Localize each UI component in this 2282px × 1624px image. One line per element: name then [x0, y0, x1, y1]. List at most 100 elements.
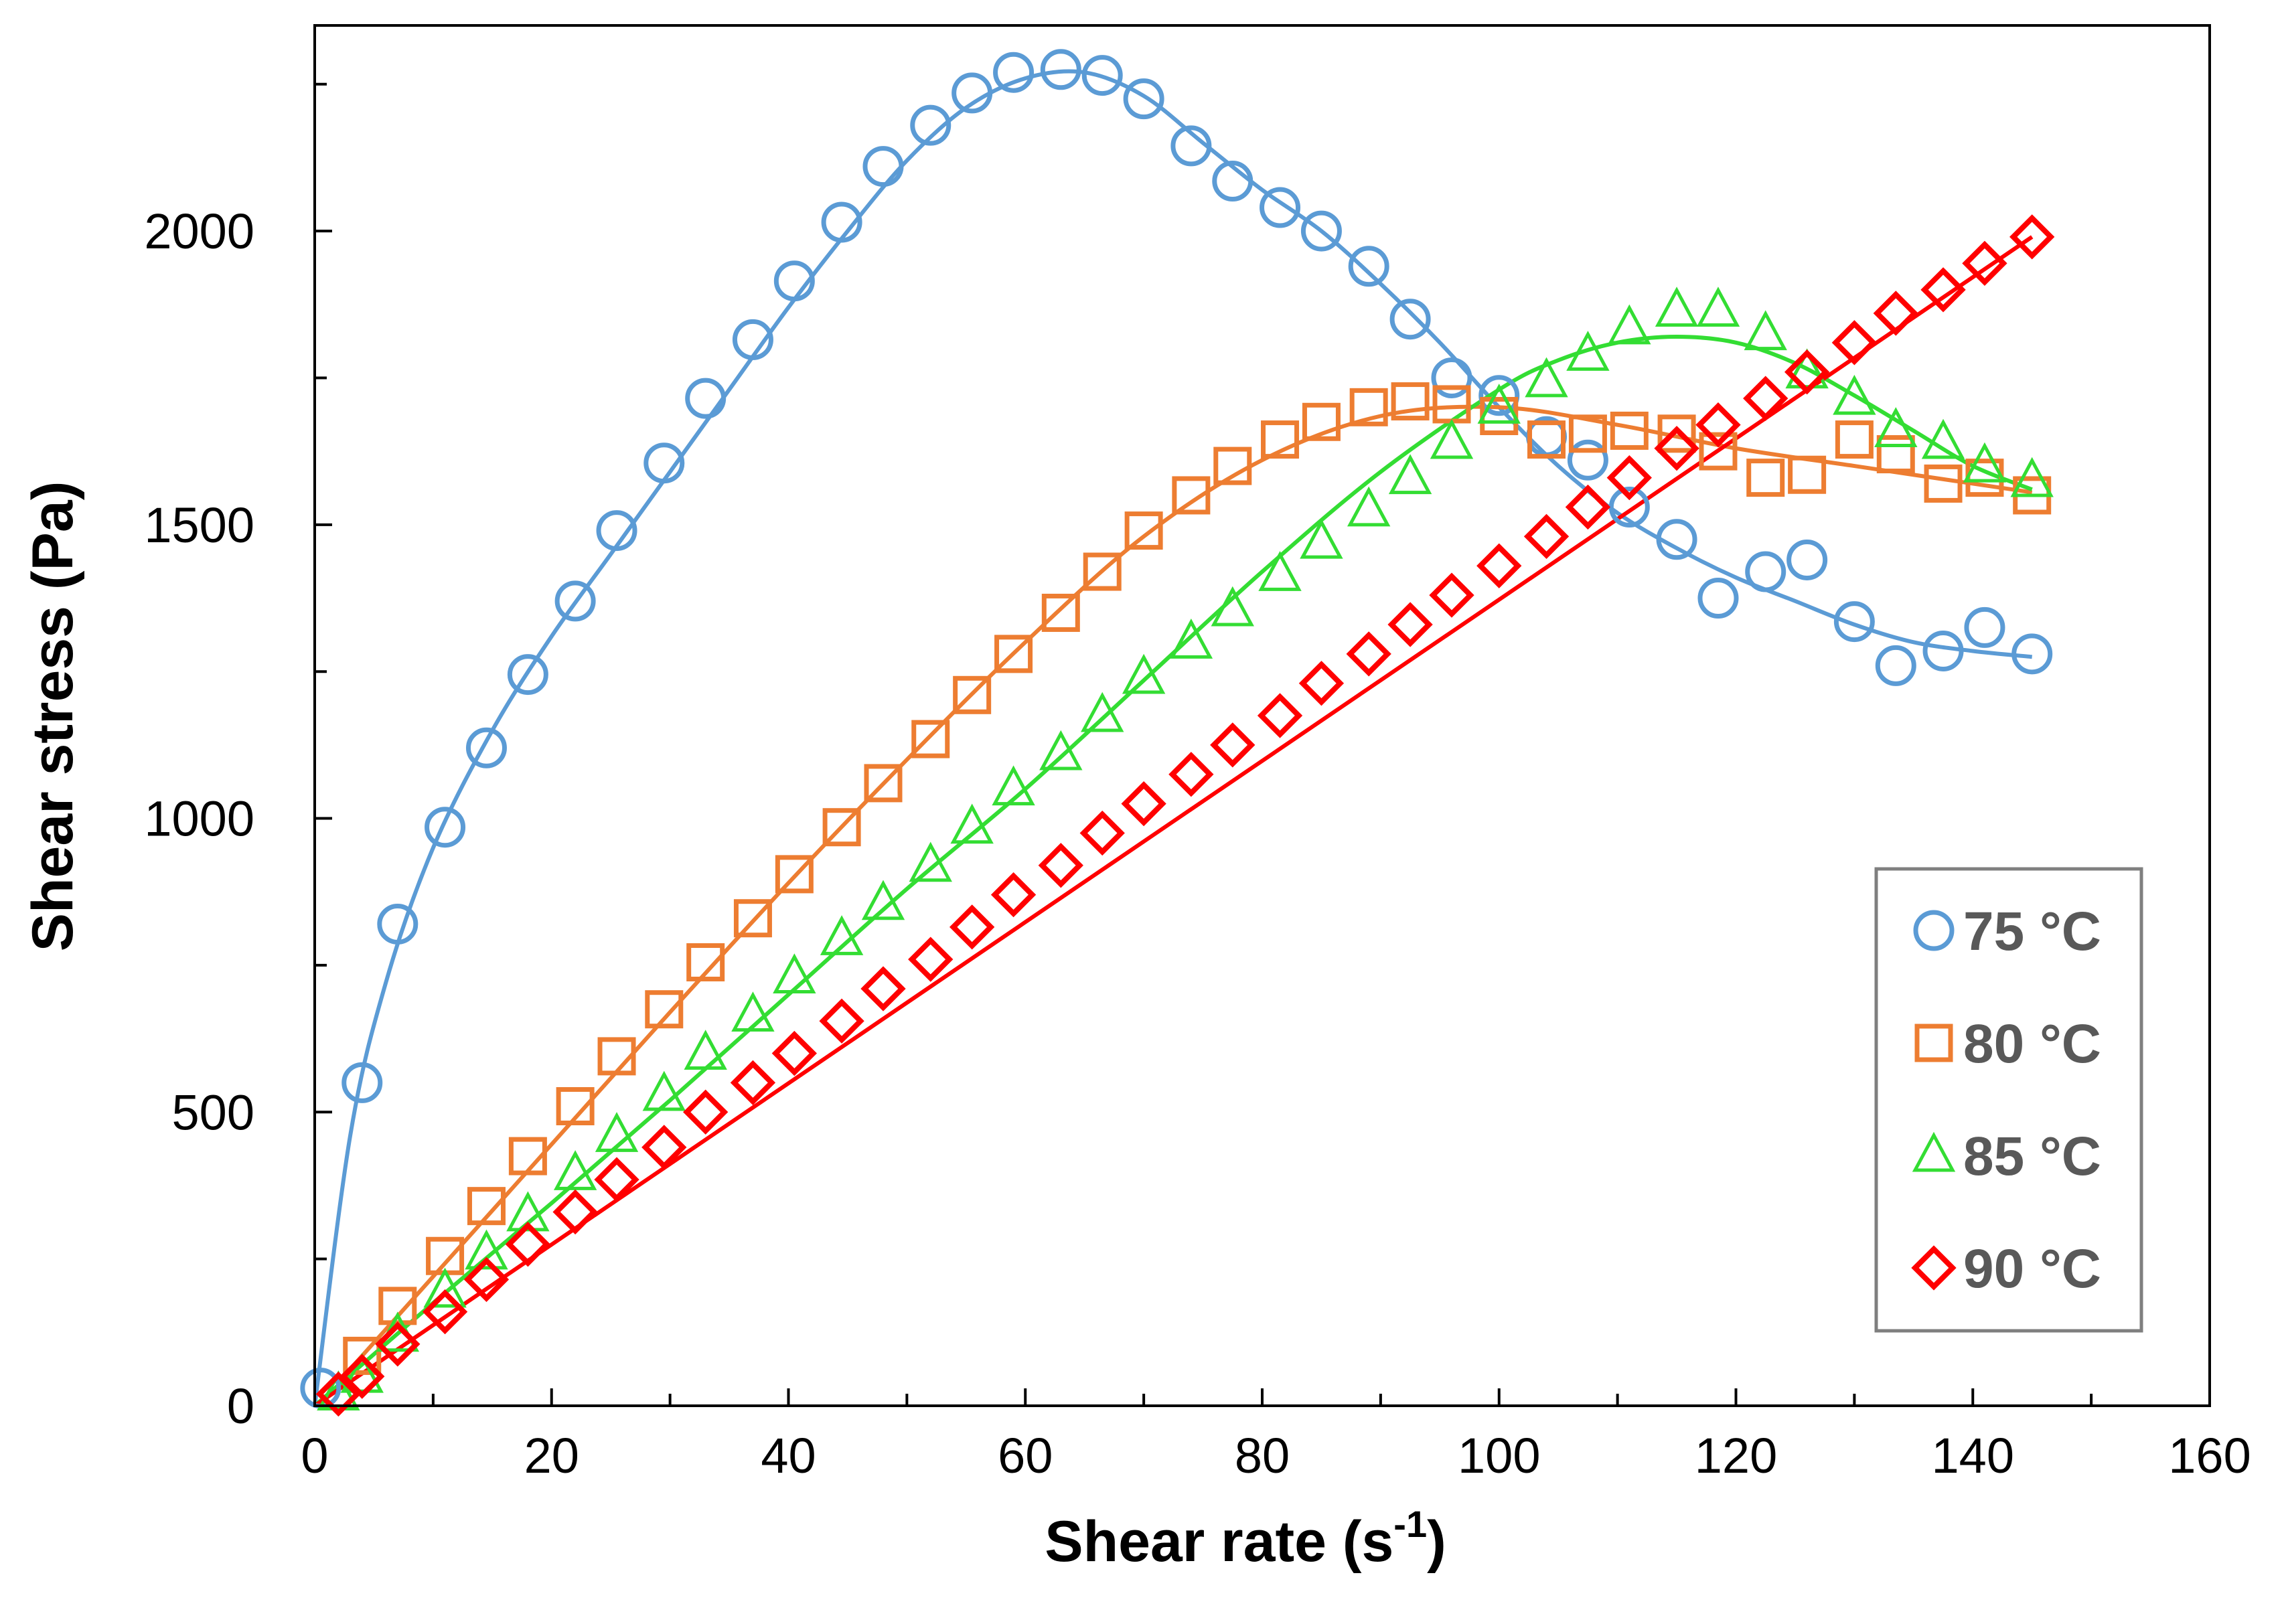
point-diamond — [641, 1125, 687, 1170]
point-diamond — [2009, 214, 2055, 260]
point-circle — [1081, 55, 1123, 96]
point-diamond — [1695, 402, 1741, 448]
point-diamond — [1168, 752, 1214, 797]
point-diamond — [1565, 484, 1611, 530]
point-square — [1568, 414, 1607, 453]
y-axis-ticks: 0 500 1000 1500 2000 — [144, 82, 332, 1434]
point-square — [343, 1336, 382, 1375]
point-diamond — [463, 1256, 510, 1303]
point-square — [1610, 411, 1649, 450]
point-diamond — [505, 1222, 551, 1267]
point-triangle — [1655, 287, 1699, 327]
legend-marker-circle — [1913, 910, 1955, 951]
point-circle — [1786, 539, 1828, 580]
point-triangle — [1785, 348, 1829, 389]
point-circle — [1478, 375, 1520, 416]
point-circle — [1300, 210, 1342, 252]
point-diamond — [1387, 602, 1433, 647]
point-circle — [773, 260, 815, 302]
point-diamond — [375, 1321, 421, 1367]
point-diamond — [1831, 320, 1878, 366]
point-circle — [341, 1062, 383, 1103]
point-circle — [732, 319, 773, 360]
y-tick-label: 2000 — [144, 204, 254, 259]
point-diamond — [1257, 693, 1303, 738]
point-circle — [1389, 299, 1431, 340]
data-markers — [300, 49, 2055, 1417]
point-triangle — [595, 1112, 639, 1152]
point-square — [1527, 420, 1566, 459]
fit-line-square — [337, 404, 2033, 1384]
point-triangle — [423, 1267, 467, 1308]
point-diamond — [1079, 810, 1125, 856]
fit-line-triangle — [313, 335, 2033, 1408]
x-axis-title-superscript: -1 — [1393, 1503, 1427, 1545]
point-diamond — [683, 1089, 729, 1135]
point-diamond — [1298, 661, 1345, 706]
legend-label-diamond: 90 °C — [1963, 1238, 2101, 1299]
point-diamond — [1920, 267, 1966, 313]
x-tick-label: 140 — [1932, 1428, 2014, 1483]
point-square — [645, 990, 684, 1029]
point-circle — [1608, 487, 1650, 528]
x-axis-ticks: 0 20 40 60 80 100 120 140 160 — [301, 1388, 2251, 1483]
point-triangle — [1122, 653, 1166, 694]
point-circle — [465, 727, 507, 768]
point-triangle — [1477, 384, 1521, 424]
point-diamond — [1962, 240, 2007, 287]
point-square — [953, 675, 992, 714]
point-circle — [1833, 601, 1875, 643]
point-square — [1083, 552, 1122, 591]
point-diamond — [594, 1157, 639, 1202]
point-triangle — [1608, 304, 1651, 345]
point-circle — [1212, 161, 1253, 202]
point-triangle — [684, 1030, 727, 1070]
point-diamond — [1429, 572, 1474, 618]
point-square — [467, 1187, 506, 1226]
point-diamond — [422, 1289, 468, 1335]
point-circle — [1170, 125, 1212, 167]
point-square — [1041, 593, 1080, 632]
point-circle — [1922, 630, 1964, 671]
point-circle — [821, 201, 862, 243]
point-diamond — [730, 1060, 776, 1106]
x-tick-label: 100 — [1458, 1428, 1540, 1483]
point-triangle — [1696, 287, 1740, 327]
point-circle — [1040, 49, 1081, 90]
x-tick-label: 80 — [1235, 1428, 1290, 1483]
point-triangle — [1874, 407, 1918, 447]
point-circle — [1123, 78, 1164, 120]
point-circle — [554, 580, 596, 622]
point-triangle — [1258, 551, 1302, 591]
point-diamond — [1476, 543, 1522, 588]
point-triangle — [1039, 730, 1083, 770]
point-diamond — [1346, 631, 1391, 677]
legend-marker-diamond — [1911, 1245, 1957, 1291]
point-circle — [643, 442, 685, 484]
point-diamond — [819, 998, 864, 1044]
point-circle — [1745, 551, 1786, 592]
point-circle — [1697, 578, 1739, 619]
y-axis-title: Shear stress (Pa) — [21, 481, 85, 952]
legend-marker-triangle — [1912, 1131, 1956, 1172]
point-square — [864, 764, 903, 803]
point-square — [1391, 382, 1430, 421]
point-triangle — [1525, 357, 1568, 398]
point-circle — [1964, 606, 2005, 648]
point-diamond — [1121, 781, 1166, 827]
point-square — [1657, 414, 1696, 453]
point-triangle — [553, 1150, 597, 1190]
point-square — [911, 720, 950, 758]
point-diamond — [1873, 291, 1918, 336]
point-diamond — [1606, 455, 1652, 501]
point-square — [775, 855, 814, 894]
point-circle — [1567, 439, 1608, 481]
point-circle — [425, 807, 466, 848]
point-triangle — [1169, 619, 1213, 659]
point-triangle — [773, 953, 816, 993]
point-square — [1302, 402, 1341, 441]
point-circle — [1875, 645, 1916, 686]
point-circle — [1431, 357, 1472, 398]
point-square — [556, 1087, 595, 1126]
